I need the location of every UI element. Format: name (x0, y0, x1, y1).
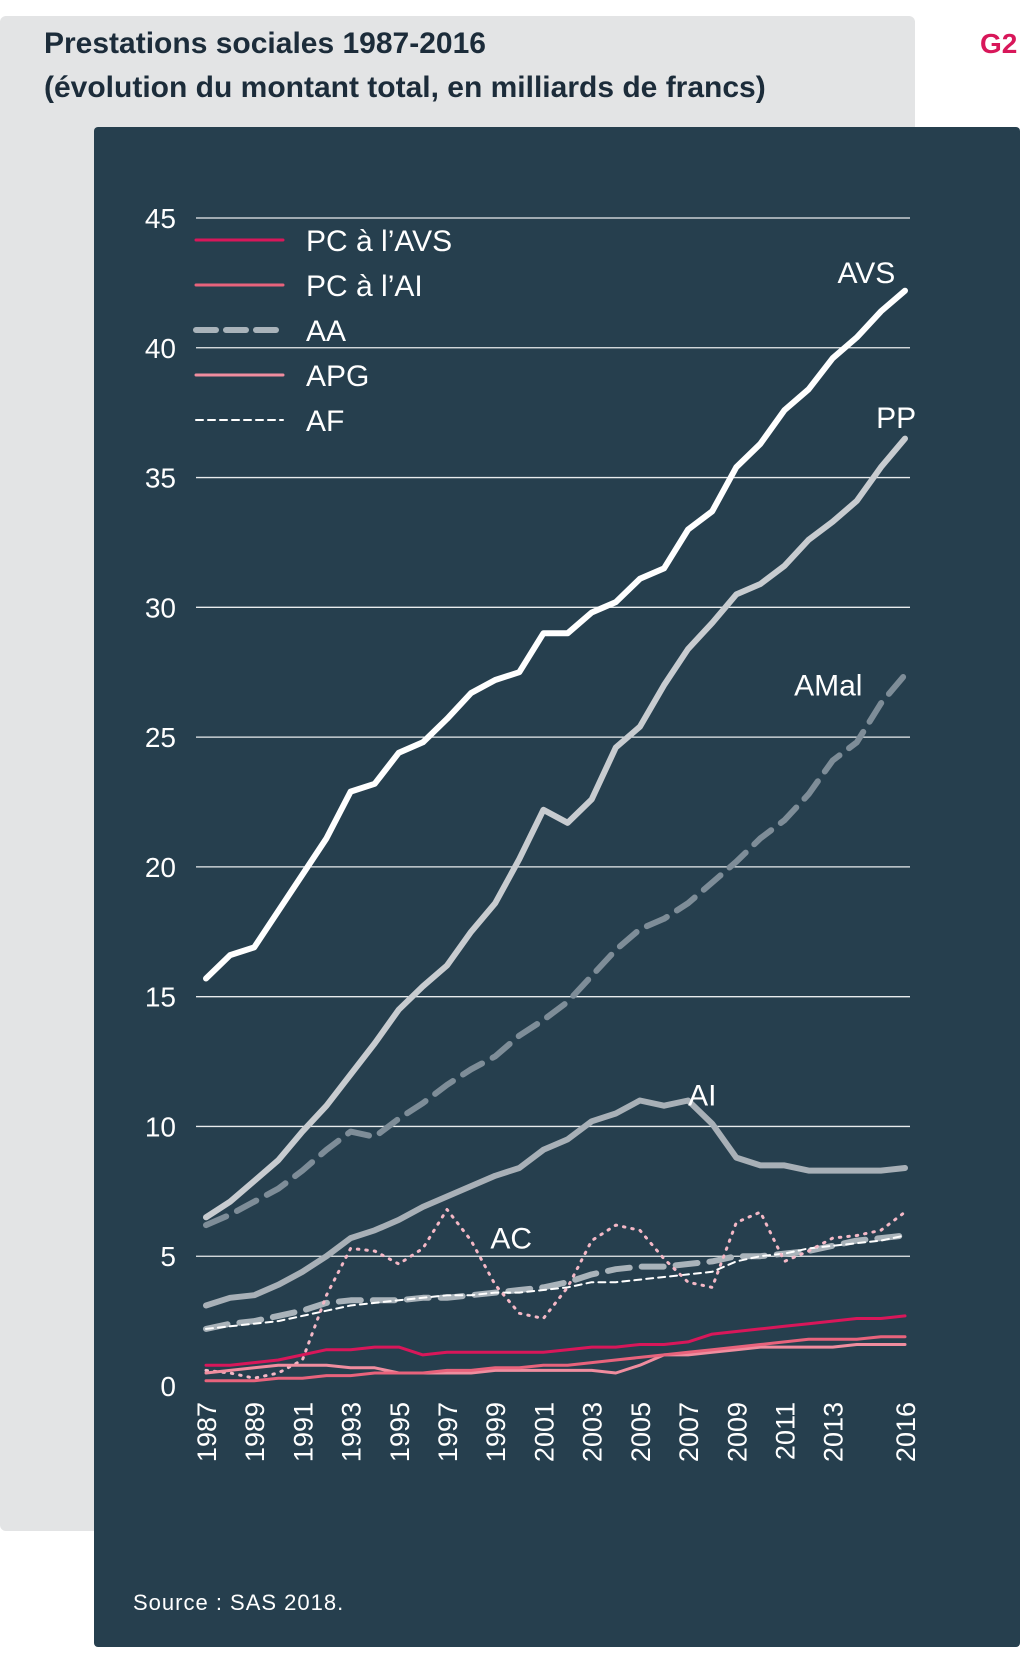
series-line-pc-avs (204, 1314, 907, 1367)
series-line-apg (204, 1343, 907, 1375)
x-tick-label: 1989 (240, 1402, 270, 1462)
chart-panel (94, 127, 1020, 1647)
series-label-avs: AVS (838, 257, 896, 290)
y-tick-label: 45 (145, 203, 176, 234)
y-tick-label: 0 (160, 1371, 176, 1402)
x-tick-label: 2011 (770, 1402, 800, 1460)
y-tick-label: 25 (145, 722, 176, 753)
chart-title: Prestations sociales 1987-2016 (évolutio… (44, 22, 904, 110)
x-tick-label: 1991 (288, 1402, 318, 1462)
legend-label-pc-ai: PC à l’AI (306, 270, 423, 303)
y-tick-label: 40 (145, 333, 176, 364)
legend-label-aa: AA (306, 315, 346, 348)
series-line-af (205, 1234, 906, 1330)
y-tick-label: 20 (145, 852, 176, 883)
series-label-pp: PP (876, 402, 916, 435)
x-tick-label: 2016 (891, 1402, 921, 1462)
series-label-ai: AI (688, 1080, 716, 1113)
x-tick-label: 2013 (819, 1402, 849, 1462)
series-line-avs (203, 287, 908, 982)
y-tick-label: 35 (145, 463, 176, 494)
x-tick-label: 2007 (674, 1402, 704, 1462)
x-tick-label: 2001 (529, 1402, 559, 1462)
x-tick-label: 1997 (433, 1402, 463, 1462)
series-label-ac: AC (490, 1222, 532, 1255)
figure-tag: G2 (980, 28, 1018, 59)
series-label-amal: AMal (794, 670, 862, 703)
x-tick-label: 2003 (578, 1402, 608, 1462)
legend-label-apg: APG (306, 360, 369, 393)
series-line-ai (203, 1097, 908, 1309)
source-note: Source : SAS 2018. (133, 1590, 345, 1615)
series-line-amal (203, 671, 908, 1229)
series-line-ac (204, 1208, 907, 1380)
x-tick-label: 1995 (385, 1402, 415, 1462)
y-tick-label: 5 (160, 1241, 176, 1272)
title-line-1: Prestations sociales 1987-2016 (44, 27, 486, 60)
y-tick-label: 15 (145, 982, 176, 1013)
y-tick-label: 30 (145, 592, 176, 623)
x-tick-label: 1999 (481, 1402, 511, 1462)
x-tick-label: 2009 (722, 1402, 752, 1462)
series-line-pp (203, 435, 908, 1221)
x-tick-label: 1987 (192, 1402, 222, 1462)
x-tick-label: 1993 (337, 1402, 367, 1462)
legend-label-pc-avs: PC à l’AVS (306, 225, 452, 258)
title-line-2: (évolution du montant total, en milliard… (44, 71, 766, 104)
legend-label-af: AF (306, 405, 344, 438)
series-line-pc-ai (204, 1335, 907, 1383)
y-tick-label: 10 (145, 1111, 176, 1142)
x-tick-label: 2005 (626, 1402, 656, 1462)
